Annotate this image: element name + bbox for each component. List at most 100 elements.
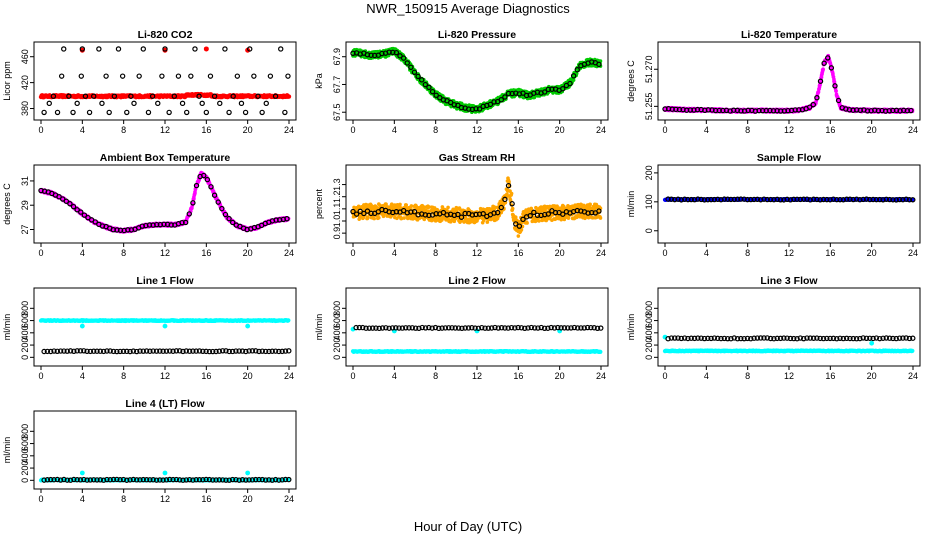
- y-axis-label: ml/min: [626, 191, 636, 218]
- avg-point: [835, 97, 842, 104]
- avg-point: [255, 93, 261, 99]
- avg-point: [238, 100, 245, 107]
- avg-point: [207, 73, 214, 79]
- x-tick-label: 8: [121, 248, 126, 258]
- y-axis-label: degrees C: [2, 183, 12, 225]
- x-tick-label: 4: [704, 248, 709, 258]
- x-tick-label: 4: [80, 125, 85, 135]
- raw-point: [588, 202, 592, 207]
- avg-point: [166, 109, 172, 116]
- x-tick-label: 0: [350, 248, 355, 258]
- chart-title: Gas Stream RH: [439, 152, 515, 164]
- avg-point: [211, 93, 218, 99]
- raw-series: [39, 170, 291, 234]
- x-tick-label: 16: [825, 248, 835, 258]
- raw-point: [571, 78, 576, 82]
- x-tick-label: 12: [784, 248, 794, 258]
- raw-point: [509, 191, 514, 196]
- avg-point: [226, 109, 232, 116]
- avg-point: [50, 93, 57, 99]
- x-tick-label: 8: [433, 125, 438, 135]
- x-tick-label: 4: [80, 248, 85, 258]
- avg-point: [574, 67, 580, 73]
- avg-point: [136, 73, 142, 79]
- raw-point: [537, 219, 541, 223]
- avg-point: [411, 69, 418, 75]
- avg-point: [272, 93, 279, 99]
- avg-point: [247, 46, 253, 52]
- raw-point: [286, 94, 292, 99]
- y-tick-label: 1.2: [332, 190, 342, 203]
- avg-point: [58, 73, 65, 79]
- avg-point: [171, 93, 177, 99]
- avg-point: [106, 109, 112, 116]
- raw-spike: [203, 46, 209, 52]
- x-tick-label: 20: [243, 248, 253, 258]
- plot-frame: [33, 41, 297, 121]
- raw-point: [598, 216, 603, 220]
- y-tick-label: 380: [20, 101, 30, 116]
- avg-point: [155, 100, 161, 107]
- avg-point: [560, 85, 566, 92]
- chart-title: Sample Flow: [757, 152, 822, 164]
- raw-point: [832, 79, 837, 84]
- raw-point: [377, 215, 381, 220]
- avg-point: [817, 78, 824, 84]
- avg-point: [99, 100, 105, 107]
- x-tick-label: 0: [662, 125, 667, 135]
- raw-series: [351, 176, 603, 238]
- x-tick-label: 8: [745, 125, 750, 135]
- avg-point: [41, 109, 47, 116]
- raw-point: [404, 203, 409, 207]
- x-tick-label: 4: [392, 125, 397, 135]
- y-tick-label: 200: [644, 165, 654, 180]
- avg-point: [70, 109, 76, 116]
- avg-point: [124, 109, 130, 116]
- x-tick-label: 16: [201, 248, 211, 258]
- x-tick-label: 8: [121, 125, 126, 135]
- avg-point: [230, 93, 236, 99]
- avg-point: [251, 73, 257, 79]
- avg-point: [429, 88, 436, 95]
- avg-point: [419, 77, 425, 83]
- avg-point: [175, 73, 182, 79]
- y-tick-label: 27: [20, 224, 30, 234]
- raw-point: [193, 191, 197, 196]
- avg-point: [128, 93, 134, 99]
- figure-x-label: Hour of Day (UTC): [414, 519, 522, 534]
- x-tick-label: 24: [284, 125, 294, 135]
- raw-point: [516, 234, 521, 238]
- avg-point: [487, 101, 494, 108]
- avg-point: [810, 101, 816, 108]
- raw-spike: [162, 47, 168, 53]
- raw-point: [192, 196, 196, 201]
- y-tick-label: 420: [20, 75, 30, 90]
- avg-point: [832, 83, 838, 89]
- y-tick-label: 100: [644, 194, 654, 209]
- x-tick-label: 12: [160, 248, 170, 258]
- raw-point: [513, 215, 518, 220]
- avg-point: [78, 73, 85, 79]
- chart-gas_rh: Gas Stream RH0 4 8 12 16 20 240.91.01.11.21.3p…: [314, 152, 609, 258]
- avg-point: [179, 100, 186, 107]
- avg-point: [821, 60, 827, 66]
- raw-series: [663, 53, 915, 115]
- raw-spike: [79, 47, 85, 53]
- avg-point: [828, 65, 835, 71]
- avg-point: [242, 109, 249, 116]
- y-axis-label: kPa: [314, 73, 324, 89]
- avg-point: [115, 46, 122, 52]
- x-tick-label: 20: [867, 125, 877, 135]
- x-tick-label: 16: [825, 125, 835, 135]
- raw-point: [409, 204, 414, 208]
- raw-point: [510, 206, 515, 211]
- avg-point: [282, 109, 288, 116]
- x-tick-label: 16: [201, 125, 211, 135]
- x-tick-label: 12: [784, 125, 794, 135]
- figure-title: NWR_150915 Average Diagnostics: [366, 1, 570, 16]
- raw-series: [38, 46, 292, 100]
- avg-point: [183, 109, 190, 116]
- x-tick-label: 4: [392, 248, 397, 258]
